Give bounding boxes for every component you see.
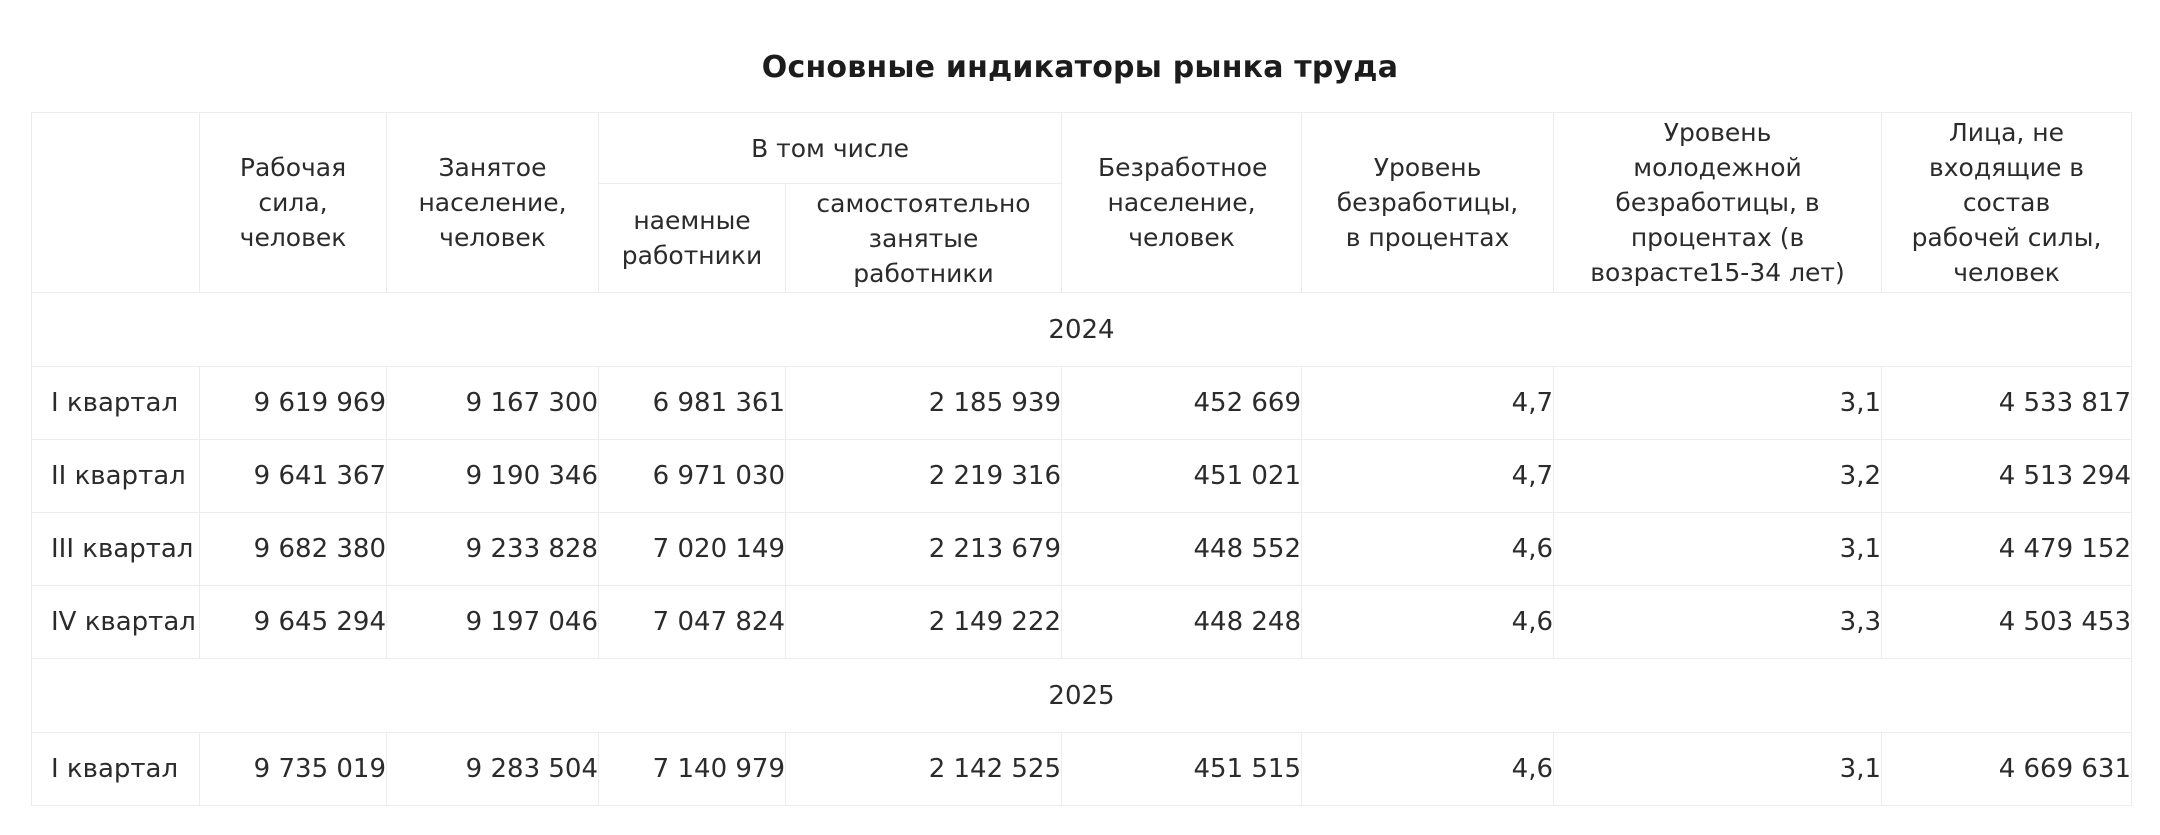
year-row: 2025 [30,658,2133,733]
unemployment-rate-value: 4,6 [1301,732,1555,806]
header-self-employed: самостоятельно занятые работники [784,183,1063,293]
youth-unemployment-value: 3,2 [1553,439,1883,513]
header-hired: наемные работники [598,183,786,293]
table-row: I квартал 9 619 969 9 167 300 6 981 361 … [31,366,2133,440]
labor-force-value: 9 735 019 [199,732,387,806]
hired-value: 7 020 149 [598,512,786,586]
employed-value: 9 283 504 [386,732,599,806]
unemployed-value: 451 021 [1061,439,1303,513]
labor-force-value: 9 619 969 [199,366,387,440]
hired-value: 7 140 979 [598,732,786,806]
header-including: В том числе [597,112,1063,184]
year-label: 2024 [30,292,2133,367]
header-empty-cell [31,112,200,293]
labor-force-value: 9 682 380 [199,512,387,586]
table-row: II квартал 9 641 367 9 190 346 6 971 030… [31,439,2133,513]
self-employed-value: 2 142 525 [784,732,1063,806]
employed-value: 9 167 300 [386,366,599,440]
self-employed-value: 2 213 679 [784,512,1063,586]
header-outside-labor: Лица, не входящие в состав рабочей силы,… [1881,112,2133,293]
self-employed-value: 2 149 222 [784,585,1063,659]
outside-labor-value: 4 513 294 [1881,439,2133,513]
unemployed-value: 452 669 [1061,366,1303,440]
header-unemployed: Безработное население, человек [1061,112,1303,293]
header-unemployment-rate: Уровень безработицы, в процентах [1301,112,1555,293]
hired-value: 6 981 361 [598,366,786,440]
labor-force-value: 9 645 294 [199,585,387,659]
self-employed-value: 2 219 316 [784,439,1063,513]
outside-labor-value: 4 479 152 [1881,512,2133,586]
youth-unemployment-value: 3,1 [1553,732,1883,806]
unemployment-rate-value: 4,6 [1301,512,1555,586]
quarter-label: I квартал [31,732,200,806]
employed-value: 9 233 828 [386,512,599,586]
year-row: 2024 [30,292,2133,367]
header-row: Рабочая сила, человек Занятое население,… [31,112,2133,293]
hired-value: 7 047 824 [598,585,786,659]
outside-labor-value: 4 533 817 [1881,366,2133,440]
employed-value: 9 190 346 [386,439,599,513]
table-row: III квартал 9 682 380 9 233 828 7 020 14… [31,512,2133,586]
hired-value: 6 971 030 [598,439,786,513]
header-labor-force: Рабочая сила, человек [199,112,387,293]
unemployment-rate-value: 4,7 [1301,439,1555,513]
labor-force-value: 9 641 367 [199,439,387,513]
youth-unemployment-value: 3,3 [1553,585,1883,659]
quarter-label: II квартал [31,439,200,513]
self-employed-value: 2 185 939 [784,366,1063,440]
header-youth-unemployment: Уровень молодежной безработицы, в процен… [1553,112,1883,293]
page-title: Основные индикаторы рынка труда [761,50,1399,85]
table-row: IV квартал 9 645 294 9 197 046 7 047 824… [31,585,2133,659]
quarter-label: I квартал [31,366,200,440]
outside-labor-value: 4 503 453 [1881,585,2133,659]
youth-unemployment-value: 3,1 [1553,512,1883,586]
quarter-label: IV квартал [31,585,200,659]
table-row: I квартал 9 735 019 9 283 504 7 140 979 … [31,732,2133,806]
quarter-label: III квартал [31,512,200,586]
unemployment-rate-value: 4,7 [1301,366,1555,440]
year-label: 2025 [30,658,2133,733]
youth-unemployment-value: 3,1 [1553,366,1883,440]
table-body: 2024 I квартал 9 619 969 9 167 300 6 981… [30,292,2133,806]
labor-market-table: Рабочая сила, человек Занятое население,… [30,112,2133,806]
header-employed: Занятое население, человек [386,112,599,293]
unemployed-value: 451 515 [1061,732,1303,806]
unemployment-rate-value: 4,6 [1301,585,1555,659]
unemployed-value: 448 552 [1061,512,1303,586]
unemployed-value: 448 248 [1061,585,1303,659]
outside-labor-value: 4 669 631 [1881,732,2133,806]
employed-value: 9 197 046 [386,585,599,659]
